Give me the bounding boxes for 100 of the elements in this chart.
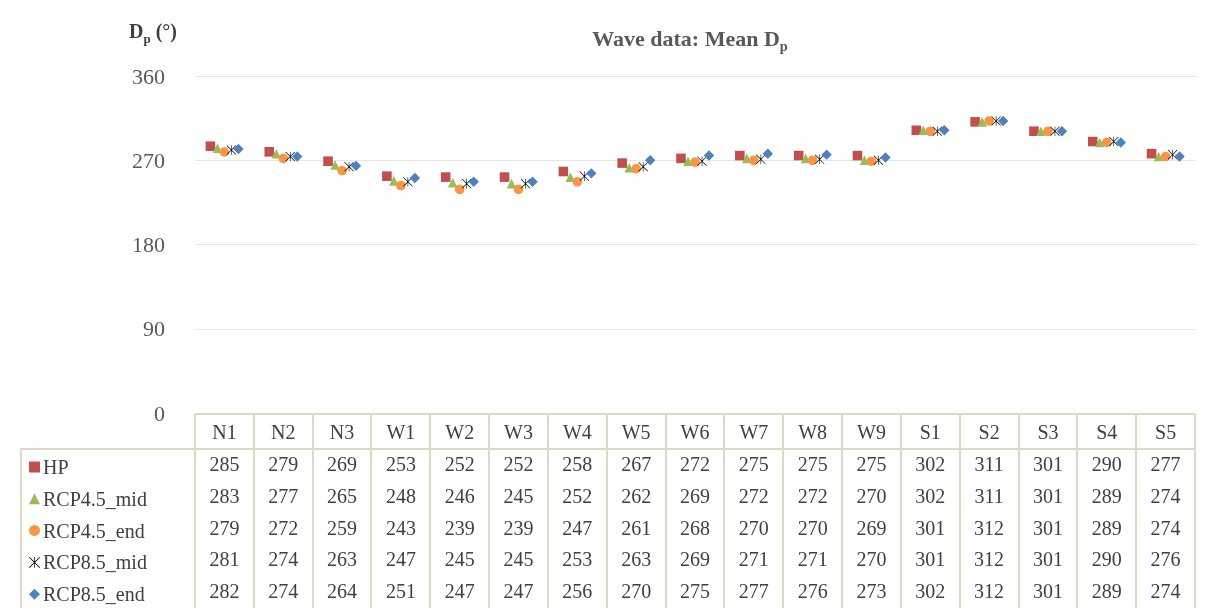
data-label: 302 — [914, 452, 947, 476]
x-tick-label: S2 — [978, 421, 1000, 443]
data-label: 274 — [1149, 515, 1182, 540]
data-label: 262 — [620, 483, 653, 508]
data-label: 274 — [1149, 483, 1182, 508]
data-label: 301 — [914, 547, 947, 572]
data-label: 265 — [326, 483, 359, 508]
data-label: 272 — [267, 515, 300, 540]
data-label: 274 — [267, 547, 300, 572]
data-label: 273 — [855, 579, 888, 604]
data-label: 253 — [384, 452, 417, 476]
data-label: 274 — [267, 579, 300, 604]
data-label: 290 — [1090, 547, 1123, 572]
data-label: 248 — [384, 483, 417, 508]
data-label: 276 — [796, 579, 829, 604]
data-label: 312 — [973, 515, 1006, 540]
data-label: 247 — [561, 515, 594, 540]
data-label: 311 — [973, 483, 1005, 508]
data-label: 247 — [443, 579, 476, 604]
data-label: 270 — [737, 515, 770, 540]
data-label: 263 — [620, 547, 653, 572]
x-tick-label: W3 — [504, 421, 533, 443]
x-tick-label: S3 — [1037, 421, 1059, 443]
data-label: 302 — [914, 483, 947, 508]
y-tick-label: 0 — [154, 400, 165, 426]
data-label: 269 — [326, 452, 359, 476]
data-label: 245 — [502, 483, 535, 508]
legend-label: RCP8.5_end — [43, 583, 145, 606]
data-label: 275 — [737, 452, 770, 476]
data-label: 282 — [208, 579, 241, 604]
data-label: 272 — [737, 483, 770, 508]
x-tick-label: W4 — [562, 421, 592, 443]
data-label: 243 — [384, 515, 417, 540]
x-tick-label: W9 — [857, 421, 886, 443]
data-label: 272 — [796, 483, 829, 508]
data-label: 301 — [1031, 515, 1064, 540]
data-label: 289 — [1090, 483, 1123, 508]
y-tick-label: 270 — [132, 147, 165, 173]
data-label: 301 — [1031, 579, 1064, 604]
x-tick-label: S4 — [1096, 421, 1118, 443]
data-label: 311 — [973, 452, 1005, 476]
data-label: 270 — [855, 547, 888, 572]
data-label: 264 — [326, 579, 359, 604]
data-label: 277 — [1149, 452, 1182, 476]
data-label: 269 — [679, 547, 711, 572]
x-tick-label: W1 — [386, 421, 416, 443]
data-label: 269 — [855, 515, 888, 540]
data-label: 276 — [1149, 547, 1182, 572]
data-label: 268 — [679, 515, 711, 540]
data-label: 277 — [737, 579, 770, 604]
data-label: 247 — [502, 579, 535, 604]
x-tick-label: S5 — [1155, 421, 1177, 443]
data-label: 258 — [561, 452, 594, 476]
data-label: 301 — [1031, 452, 1064, 476]
data-label: 281 — [208, 547, 241, 572]
data-label: 285 — [208, 452, 241, 476]
data-label: 252 — [443, 452, 476, 476]
data-label: 245 — [502, 547, 535, 572]
data-label: 301 — [1031, 547, 1064, 572]
data-label: 277 — [267, 483, 300, 508]
data-label: 275 — [679, 579, 711, 604]
data-label: 289 — [1090, 579, 1123, 604]
data-label: 253 — [561, 547, 594, 572]
legend-label: RCP4.5_mid — [43, 487, 147, 510]
data-label: 289 — [1090, 515, 1123, 540]
legend-label: RCP8.5_mid — [43, 551, 147, 574]
data-label: 271 — [796, 547, 829, 572]
data-label: 246 — [443, 483, 476, 508]
data-label: 270 — [620, 579, 653, 604]
data-label: 270 — [796, 515, 829, 540]
data-label: 269 — [679, 483, 711, 508]
y-tick-label: 360 — [132, 63, 165, 89]
x-tick-label: N2 — [271, 421, 296, 443]
data-label: 259 — [326, 515, 359, 540]
legend-label: RCP4.5_end — [43, 519, 145, 542]
data-label: 275 — [796, 452, 829, 476]
data-label: 252 — [502, 452, 535, 476]
x-tick-label: N1 — [212, 421, 237, 443]
data-label: 245 — [443, 547, 476, 572]
y-tick-label: 90 — [143, 316, 165, 342]
data-label: 261 — [620, 515, 653, 540]
x-tick-label: W6 — [680, 421, 710, 443]
data-label: 279 — [208, 515, 241, 540]
x-tick-label: W2 — [445, 421, 475, 443]
data-label: 267 — [620, 452, 653, 476]
data-label: 302 — [914, 579, 947, 604]
data-label: 290 — [1090, 452, 1123, 476]
data-label: 283 — [208, 483, 241, 508]
x-tick-label: W7 — [739, 421, 769, 443]
data-label: 275 — [855, 452, 888, 476]
data-label: 270 — [855, 483, 888, 508]
x-tick-label: N3 — [329, 421, 355, 443]
x-tick-label: W5 — [621, 421, 651, 443]
data-label: 301 — [914, 515, 947, 540]
data-label: 239 — [443, 515, 476, 540]
data-label: 274 — [1149, 579, 1182, 604]
data-label: 312 — [973, 579, 1006, 604]
data-label: 279 — [267, 452, 300, 476]
data-label: 251 — [384, 579, 417, 604]
data-label: 271 — [737, 547, 770, 572]
